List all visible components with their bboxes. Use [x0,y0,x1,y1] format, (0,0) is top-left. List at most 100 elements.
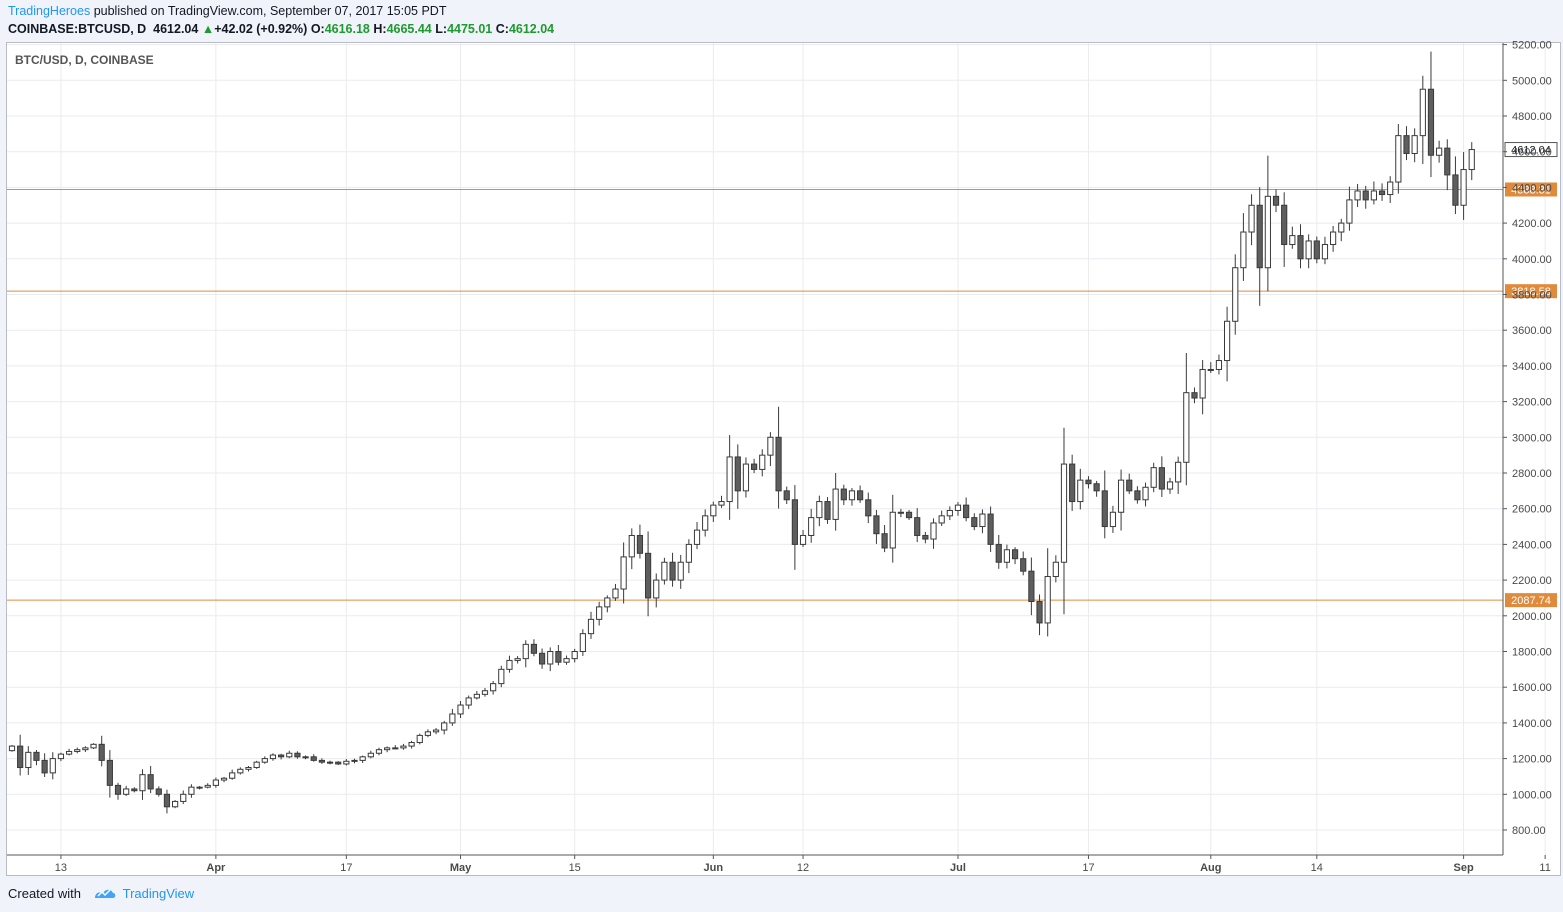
candle [1101,470,1108,539]
candle-body [1452,174,1459,206]
symbol-info: COINBASE:BTCUSD, D 4612.04 ▲+42.02 (+0.9… [8,22,554,36]
x-tick-label: 13 [55,862,67,874]
candle [808,508,815,543]
candle-body [865,499,872,517]
candle [1060,427,1068,615]
candle [1370,181,1377,205]
candle-body [1305,240,1312,260]
candle [612,583,619,601]
candle [995,534,1002,569]
candle-body [620,556,627,590]
candle-body [571,651,578,660]
candle [498,665,505,688]
candle [245,766,252,772]
y-tick-label: 1400.00 [1512,718,1552,730]
candle-body [343,760,350,765]
candle-body [1003,549,1011,563]
candle-body [98,743,105,761]
candle [8,744,16,752]
candle [196,786,203,790]
candle [490,680,497,695]
candle-body [1248,204,1255,233]
candle [155,786,162,797]
candle [172,800,179,809]
candle [1183,352,1190,486]
candle [710,501,717,522]
candle-body [946,509,953,517]
candle-body [857,490,864,501]
candle-body [196,786,203,789]
y-tick-label: 2400.00 [1512,539,1552,551]
candle-body [359,756,366,761]
tradingview-link[interactable]: TradingView [122,886,195,901]
candle [1215,354,1223,375]
candle [1134,486,1141,504]
candle [1387,176,1394,203]
candle [41,753,48,778]
candle-body [644,552,652,599]
x-tick-label: 14 [1311,862,1323,874]
candle-body [848,490,856,501]
candle-body [506,659,513,670]
candle [375,747,383,756]
candle [857,485,864,503]
candle [1248,194,1255,246]
candle [1036,594,1043,636]
candle [1427,51,1435,178]
candle [351,758,358,764]
y-tick-label: 2600.00 [1512,504,1552,516]
candle [530,639,538,657]
y-tick-label: 4800.00 [1512,111,1552,123]
x-tick-label: May [450,862,472,874]
candle [318,758,325,764]
candle-body [139,774,146,792]
candle-body [441,722,448,731]
candle [1305,234,1312,269]
candle [922,531,929,544]
candle-body [25,751,32,769]
candle-body [1158,467,1165,490]
candle-body [1060,463,1068,563]
candle [212,777,219,788]
candle [889,494,896,563]
candle-body [163,793,171,808]
candle-body [384,747,391,751]
candle [954,502,962,516]
candle [1199,360,1206,415]
candle [1256,187,1263,306]
candle [726,435,733,520]
candle [938,510,945,526]
candle [1468,142,1475,181]
level-label-bg [1505,593,1557,608]
candle [114,782,122,800]
candle-body [1166,481,1174,490]
candle-body [1117,479,1125,513]
candle-body [17,745,24,769]
y-tick-label: 4600.00 [1512,147,1552,159]
chart-frame[interactable] [6,42,1561,876]
candle [865,492,872,524]
candle-body [261,758,268,763]
candle-body [636,534,644,554]
candle-body [824,501,831,520]
level-label-bg [1505,182,1557,197]
candle-body [734,456,741,492]
candle [432,728,440,735]
candle-body [1240,231,1247,269]
candle-body [1256,204,1263,269]
candle-body [702,515,709,531]
candle [392,745,399,750]
candle [514,656,521,664]
candle-body [90,743,97,749]
candle [33,750,40,766]
candle-body [180,793,187,802]
candle-body [335,761,342,765]
candle-body [229,772,236,779]
candle [123,785,130,797]
low-label: L: [435,22,448,36]
candle [946,506,953,521]
author-link[interactable]: TradingHeroes [8,4,91,18]
candle [547,647,554,672]
candle-body [1370,190,1377,201]
